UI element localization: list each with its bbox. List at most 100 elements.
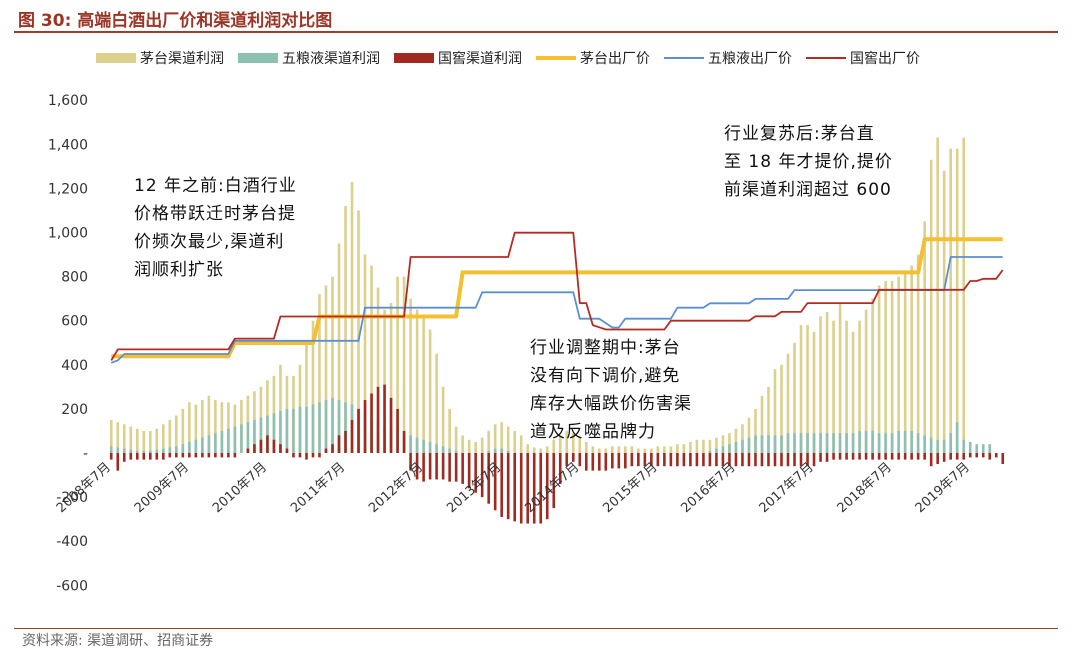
title-divider xyxy=(14,31,1058,33)
legend-item-wuliangye-profit: 五粮液渠道利润 xyxy=(238,48,380,68)
bar-wuliangye-profit xyxy=(936,439,939,453)
bar-wuliangye-profit xyxy=(318,402,321,453)
bar-wuliangye-profit xyxy=(845,433,848,453)
bar-wuliangye-profit xyxy=(220,430,224,453)
bar-guojiao-profit xyxy=(116,453,120,471)
bar-moutai-profit xyxy=(435,353,438,453)
bar-wuliangye-profit xyxy=(793,433,796,453)
bar-guojiao-profit xyxy=(272,439,276,453)
bar-guojiao-profit xyxy=(884,453,887,460)
bar-guojiao-profit xyxy=(611,453,614,469)
bar-moutai-profit xyxy=(611,446,614,453)
bar-guojiao-profit xyxy=(188,453,191,458)
x-tick-label: 2011年7月 xyxy=(288,460,348,516)
bar-moutai-profit xyxy=(741,424,744,453)
bar-wuliangye-profit xyxy=(448,448,451,453)
bar-guojiao-profit xyxy=(702,453,705,467)
bar-guojiao-profit xyxy=(175,453,178,458)
bar-guojiao-profit xyxy=(695,453,699,467)
bar-guojiao-profit xyxy=(617,453,621,469)
bar-guojiao-profit xyxy=(923,453,926,460)
bar-moutai-profit xyxy=(604,448,608,453)
bar-guojiao-profit xyxy=(350,419,354,453)
bar-wuliangye-profit xyxy=(122,448,126,453)
bar-guojiao-profit xyxy=(845,453,848,460)
bar-wuliangye-profit xyxy=(942,439,946,453)
bar-wuliangye-profit xyxy=(955,422,959,453)
bar-moutai-profit xyxy=(780,364,783,453)
bar-guojiao-profit xyxy=(305,453,308,460)
bar-guojiao-profit xyxy=(565,453,569,467)
bar-guojiao-profit xyxy=(129,453,133,460)
bar-wuliangye-profit xyxy=(799,433,803,453)
bar-wuliangye-profit xyxy=(773,435,777,453)
y-tick-label: 600 xyxy=(61,314,88,330)
bar-moutai-profit xyxy=(220,402,224,453)
bar-moutai-profit xyxy=(396,276,399,453)
bar-guojiao-profit xyxy=(370,393,373,453)
x-tick-label: 2015年7月 xyxy=(600,460,660,516)
bar-guojiao-profit xyxy=(962,453,966,460)
bar-guojiao-profit xyxy=(910,453,913,460)
bar-guojiao-profit xyxy=(825,453,829,462)
bar-moutai-profit xyxy=(910,265,913,453)
bar-guojiao-profit xyxy=(806,453,809,467)
bar-moutai-profit xyxy=(806,325,809,453)
bar-wuliangye-profit xyxy=(441,446,445,453)
bar-wuliangye-profit xyxy=(194,439,198,453)
bar-wuliangye-profit xyxy=(207,435,211,453)
bar-moutai-profit xyxy=(493,424,497,453)
bar-wuliangye-profit xyxy=(409,435,412,453)
y-tick-label: 400 xyxy=(61,358,88,374)
bar-guojiao-profit xyxy=(851,453,855,460)
annotation-line: 行业调整期中:茅台 xyxy=(530,338,681,358)
bar-moutai-profit xyxy=(279,364,282,453)
bar-guojiao-profit xyxy=(383,384,386,453)
bar-wuliangye-profit xyxy=(871,430,874,453)
bar-moutai-profit xyxy=(825,311,829,453)
bar-moutai-profit xyxy=(487,430,490,453)
bar-moutai-profit xyxy=(754,408,757,453)
bar-moutai-profit xyxy=(135,428,139,453)
bar-wuliangye-profit xyxy=(884,433,887,453)
bar-moutai-profit xyxy=(728,433,731,453)
legend-label: 茅台渠道利润 xyxy=(140,51,224,67)
bar-wuliangye-profit xyxy=(266,415,269,453)
bar-moutai-profit xyxy=(936,137,939,453)
bar-moutai-profit xyxy=(702,439,705,453)
legend-item-moutai-price: 茅台出厂价 xyxy=(536,48,650,68)
bar-guojiao-profit xyxy=(220,453,224,458)
bar-moutai-profit xyxy=(858,320,861,453)
bar-guojiao-profit xyxy=(689,453,692,467)
bar-moutai-profit xyxy=(389,303,393,453)
bar-moutai-profit xyxy=(884,281,887,453)
bar-guojiao-profit xyxy=(936,453,939,465)
bar-moutai-profit xyxy=(786,353,790,453)
bar-guojiao-profit xyxy=(773,453,777,467)
x-axis: 2008年7月 2009年7月 2010年7月 2011年7月 2012年7月 2013年… xyxy=(54,460,973,516)
bar-moutai-profit xyxy=(871,298,874,453)
legend-label: 五粮液渠道利润 xyxy=(282,51,380,67)
line-series xyxy=(110,231,1004,364)
bar-guojiao-profit xyxy=(624,453,627,469)
bar-wuliangye-profit xyxy=(819,433,822,453)
bar-wuliangye-profit xyxy=(838,433,842,453)
bar-guojiao-profit xyxy=(903,453,907,460)
bar-wuliangye-profit xyxy=(968,441,972,453)
bar-guojiao-profit xyxy=(650,453,653,467)
bar-guojiao-profit xyxy=(519,453,523,524)
bar-guojiao-profit xyxy=(584,453,588,471)
bar-guojiao-profit xyxy=(747,453,751,467)
bar-wuliangye-profit xyxy=(162,448,165,453)
bar-guojiao-profit xyxy=(793,453,796,467)
bar-moutai-profit xyxy=(500,422,503,453)
bar-moutai-profit xyxy=(324,285,328,453)
bar-wuliangye-profit xyxy=(721,446,725,453)
bar-wuliangye-profit xyxy=(741,439,744,453)
bar-guojiao-profit xyxy=(155,453,159,460)
bar-moutai-profit xyxy=(689,441,692,453)
bar-wuliangye-profit xyxy=(832,433,835,453)
y-tick-label: - xyxy=(83,446,88,462)
legend-item-moutai-profit: 茅台渠道利润 xyxy=(96,48,224,68)
bar-wuliangye-profit xyxy=(142,450,146,453)
